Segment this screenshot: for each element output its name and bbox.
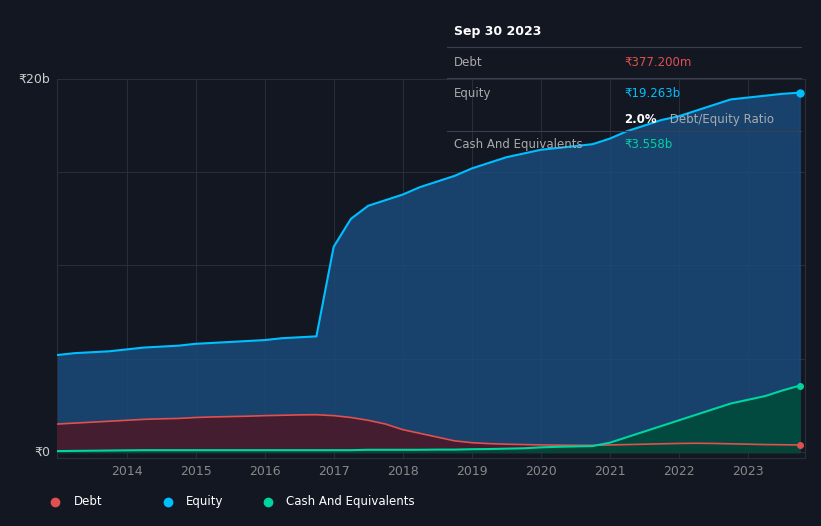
Text: ₹0: ₹0 [34, 446, 50, 459]
Text: 2.0%: 2.0% [624, 113, 657, 126]
Text: ₹3.558b: ₹3.558b [624, 138, 672, 151]
Text: Cash And Equivalents: Cash And Equivalents [286, 494, 415, 508]
Text: Cash And Equivalents: Cash And Equivalents [454, 138, 583, 151]
Text: ₹19.263b: ₹19.263b [624, 87, 680, 100]
Text: Debt: Debt [74, 494, 102, 508]
Text: Sep 30 2023: Sep 30 2023 [454, 25, 541, 37]
Text: Debt/Equity Ratio: Debt/Equity Ratio [667, 113, 774, 126]
Text: ₹377.200m: ₹377.200m [624, 56, 691, 69]
Text: ₹20b: ₹20b [18, 73, 50, 85]
Text: Debt: Debt [454, 56, 483, 69]
Text: Equity: Equity [186, 494, 224, 508]
Text: Equity: Equity [454, 87, 492, 100]
